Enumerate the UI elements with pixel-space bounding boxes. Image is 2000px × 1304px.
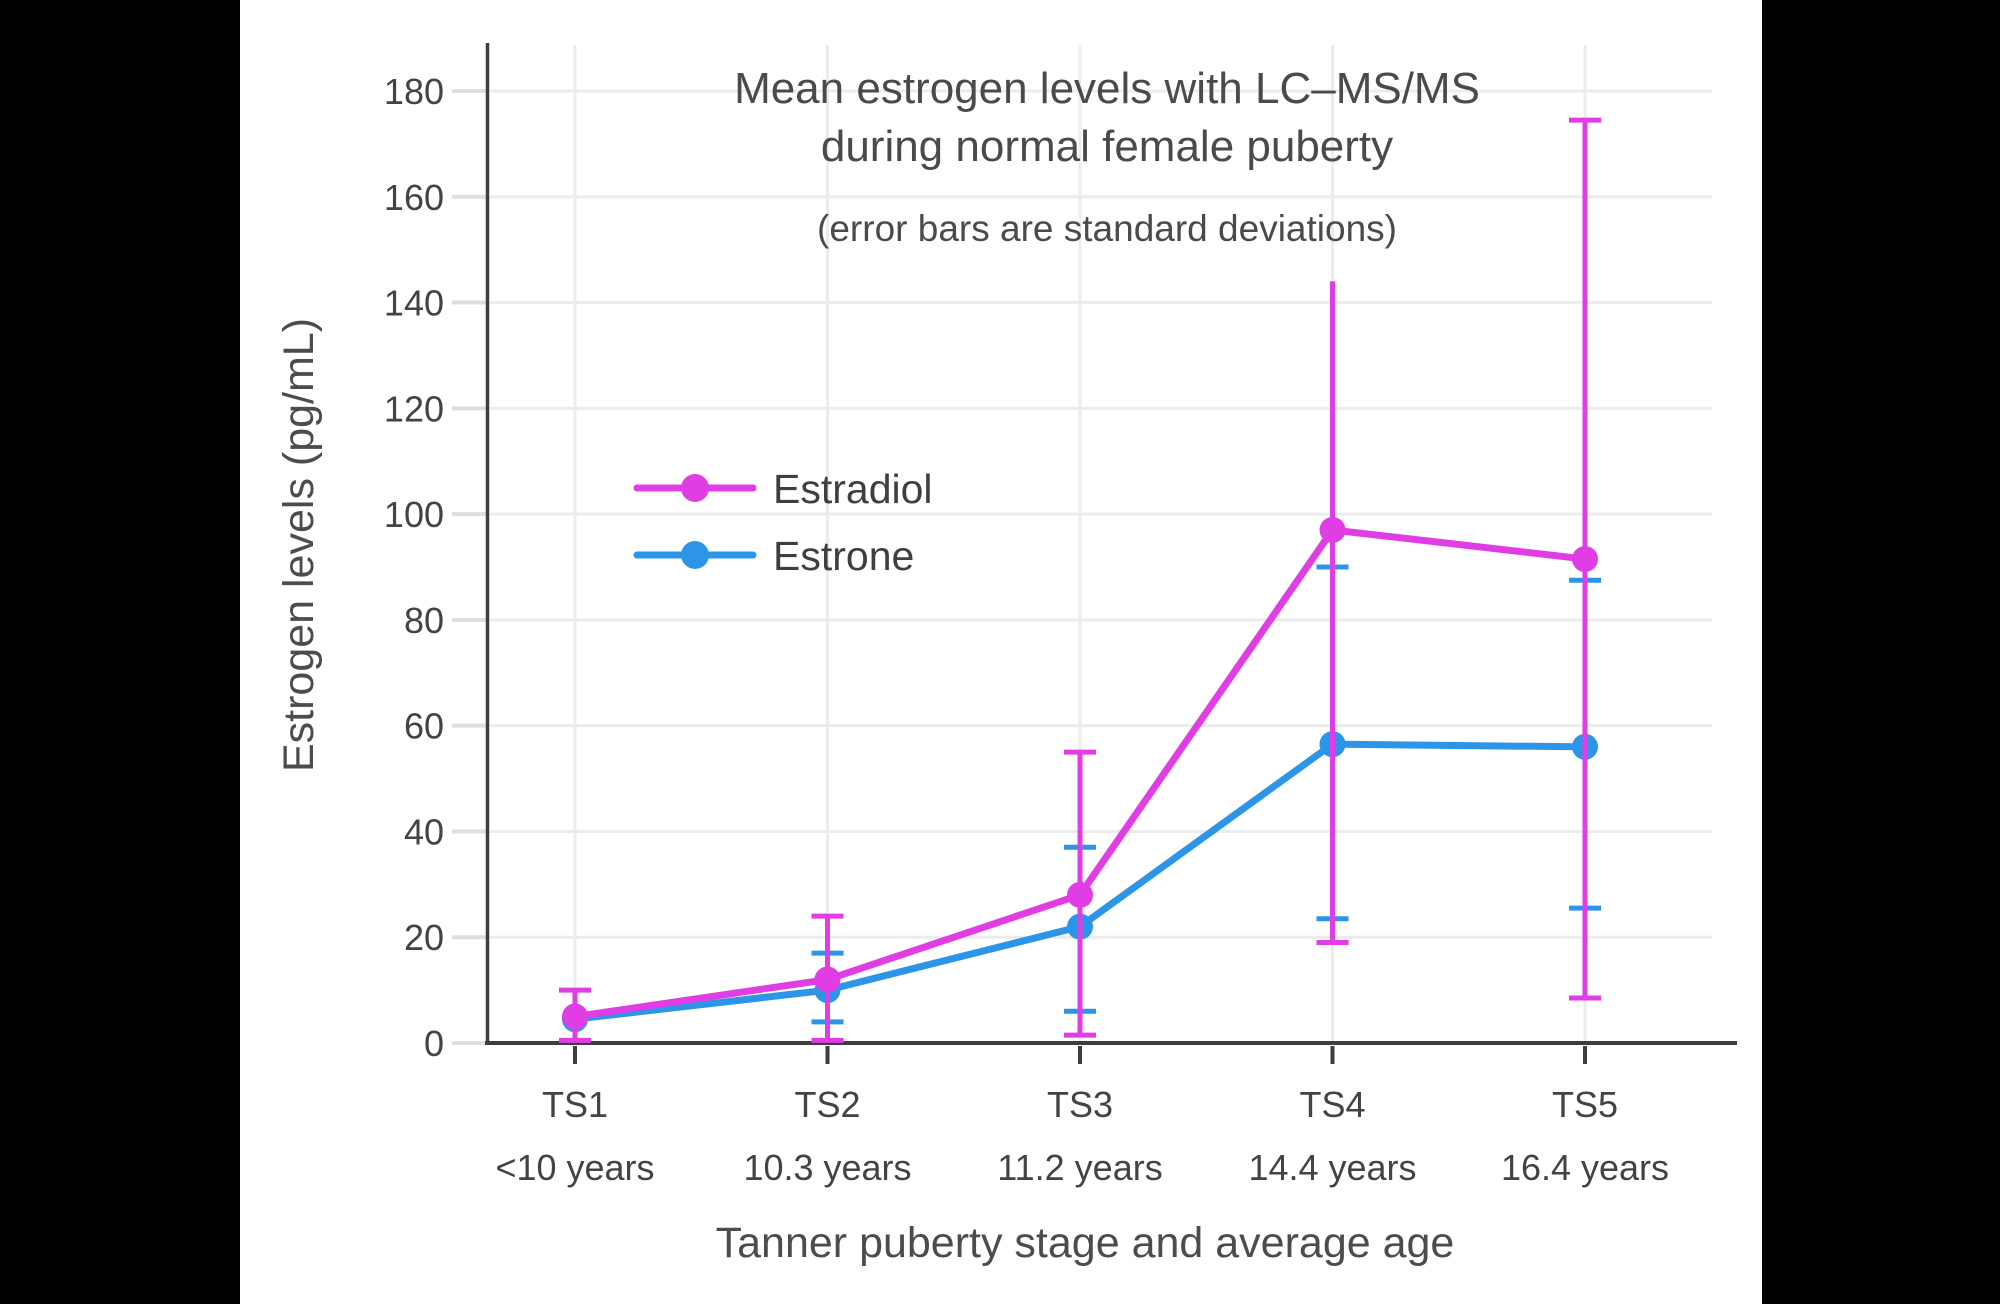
- legend: Estradiol Estrone: [633, 466, 933, 579]
- x-tick-sublabel: 14.4 years: [1248, 1147, 1416, 1188]
- estrogen-puberty-chart: 0 20 40 60 80 100 120 140 160 180 TS1 TS2 TS3 TS4 TS5 <…: [275, 43, 1737, 1267]
- x-tick-sublabel: 16.4 years: [1501, 1147, 1669, 1188]
- legend-marker-estrone: [681, 541, 709, 569]
- data-point-estradiol-ts4: [1319, 516, 1346, 543]
- x-tick-label: TS4: [1299, 1084, 1365, 1125]
- legend-marker-estradiol: [681, 474, 709, 502]
- chart-subtitle: (error bars are standard deviations): [817, 208, 1397, 249]
- x-tick-sublabel: <10 years: [495, 1147, 654, 1188]
- y-axis-title: Estrogen levels (pg/mL): [275, 318, 323, 772]
- y-tick-label: 20: [404, 917, 444, 958]
- y-tick-label: 0: [424, 1023, 444, 1064]
- data-point-estradiol-ts3: [1067, 881, 1093, 908]
- x-tick-label: TS1: [542, 1084, 608, 1125]
- data-point-estradiol-ts1: [562, 1003, 588, 1030]
- y-tick-label: 100: [384, 494, 444, 535]
- y-tick-label: 120: [384, 388, 444, 429]
- chart-panel: 0 20 40 60 80 100 120 140 160 180 TS1 TS2 TS3 TS4 TS5 <…: [240, 0, 1762, 1304]
- x-axis-title: Tanner puberty stage and average age: [716, 1219, 1455, 1267]
- y-tick-label: 160: [384, 177, 444, 218]
- y-tick-label: 60: [404, 706, 444, 747]
- x-tick-label: TS2: [794, 1084, 860, 1125]
- data-point-estradiol-ts5: [1572, 546, 1598, 573]
- y-tick-label: 40: [404, 811, 444, 852]
- y-tick-label: 80: [404, 600, 444, 641]
- legend-label-estradiol: Estradiol: [773, 466, 933, 512]
- x-tick-sublabel: 10.3 years: [743, 1147, 911, 1188]
- plot-generated-layer: 0 20 40 60 80 100 120 140 160 180 TS1 TS2 TS3 TS4 TS5 <…: [384, 43, 1737, 1188]
- data-point-estradiol-ts2: [814, 966, 841, 993]
- x-tick-label: TS3: [1047, 1084, 1113, 1125]
- chart-title-line2: during normal female puberty: [821, 122, 1393, 171]
- y-tick-label: 180: [384, 71, 444, 112]
- x-tick-sublabel: 11.2 years: [997, 1147, 1162, 1188]
- y-tick-label: 140: [384, 283, 444, 324]
- x-tick-label: TS5: [1552, 1084, 1618, 1125]
- chart-title-line1: Mean estrogen levels with LC–MS/MS: [734, 64, 1480, 113]
- legend-label-estrone: Estrone: [773, 533, 914, 579]
